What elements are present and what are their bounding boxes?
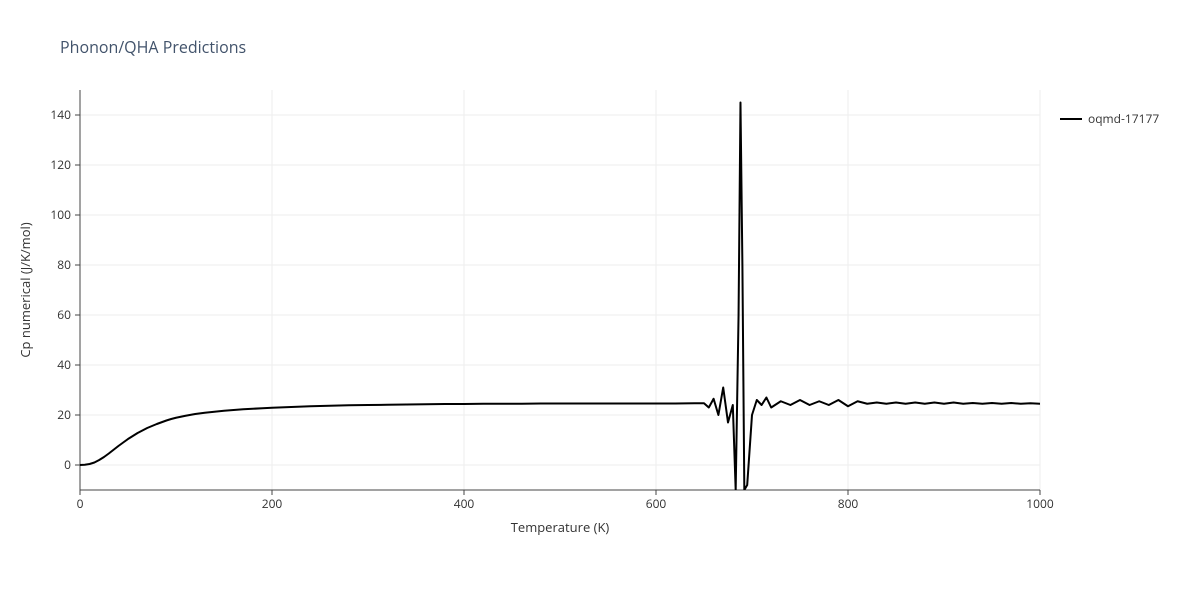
- svg-text:40: 40: [57, 356, 71, 373]
- legend: oqmd-17177: [1060, 110, 1159, 127]
- svg-text:20: 20: [57, 406, 71, 423]
- svg-text:100: 100: [50, 206, 71, 223]
- svg-text:140: 140: [50, 106, 71, 123]
- svg-text:120: 120: [50, 156, 71, 173]
- legend-swatch: [1060, 118, 1082, 120]
- svg-text:600: 600: [646, 495, 667, 512]
- svg-text:80: 80: [57, 256, 71, 273]
- chart-container: Phonon/QHA Predictions 02004006008001000…: [0, 0, 1200, 600]
- svg-text:Cp numerical (J/K/mol): Cp numerical (J/K/mol): [16, 222, 34, 357]
- svg-text:400: 400: [454, 495, 475, 512]
- svg-text:Temperature (K): Temperature (K): [511, 518, 610, 536]
- svg-text:200: 200: [262, 495, 283, 512]
- chart-svg: 0 200 400 600 800 1000 0 20 40 60 80 100 120 140 Tempe…: [0, 0, 1200, 600]
- svg-text:1000: 1000: [1026, 495, 1054, 512]
- legend-label: oqmd-17177: [1088, 110, 1159, 127]
- svg-text:0: 0: [77, 495, 84, 512]
- svg-text:0: 0: [64, 456, 71, 473]
- svg-text:60: 60: [57, 306, 71, 323]
- svg-text:800: 800: [838, 495, 859, 512]
